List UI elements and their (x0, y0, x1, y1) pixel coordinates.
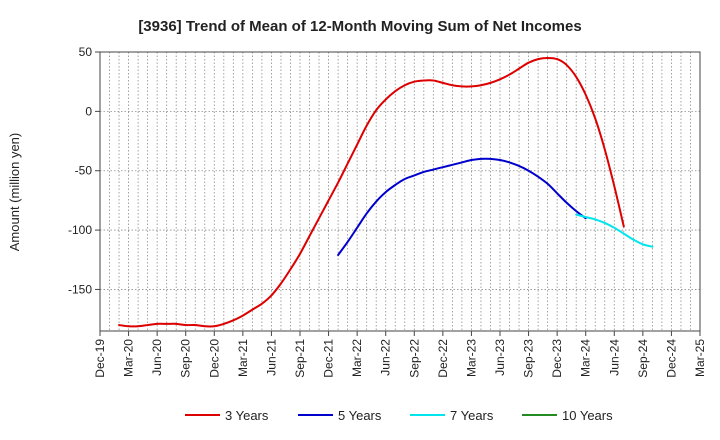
x-tick-label: Mar-23 (464, 339, 478, 377)
x-tick-label: Jun-20 (150, 339, 164, 376)
x-tick-label: Dec-20 (207, 339, 221, 378)
plot-frame (99, 51, 701, 332)
x-tick-label: Dec-24 (664, 339, 678, 378)
x-tick-label: Mar-25 (693, 339, 707, 377)
legend-label: 3 Years (225, 408, 269, 423)
legend-label: 5 Years (338, 408, 382, 423)
legend-label: 7 Years (450, 408, 494, 423)
x-tick-label: Jun-22 (379, 339, 393, 376)
legend-item-10-years: 10 Years (522, 408, 613, 423)
x-tick-label: Mar-20 (122, 339, 136, 377)
x-tick-label: Jun-23 (493, 339, 507, 376)
x-tick-label: Mar-24 (579, 339, 593, 377)
x-tick-label: Jun-24 (607, 339, 621, 376)
y-tick-label: -50 (75, 164, 93, 178)
legend: 3 Years 5 Years 7 Years 10 Years (185, 408, 613, 423)
plot-background (100, 52, 700, 331)
x-tick-label: Sep-23 (522, 339, 536, 378)
x-tick-label: Sep-21 (293, 339, 307, 378)
series-line-7-years (575, 213, 654, 248)
x-tick-label: Sep-22 (407, 339, 421, 378)
x-tick-label: Dec-21 (322, 339, 336, 378)
x-tick-label: Dec-23 (550, 339, 564, 378)
x-tick-label: Jun-21 (264, 339, 278, 376)
series-line-5-years (337, 157, 587, 257)
legend-item-3-years: 3 Years (185, 408, 269, 423)
x-tick-label: Sep-24 (636, 339, 650, 378)
chart-title: [3936] Trend of Mean of 12-Month Moving … (138, 18, 581, 35)
x-tick-label: Dec-19 (93, 339, 107, 378)
y-tick-label: 50 (79, 45, 93, 59)
legend-item-7-years: 7 Years (410, 408, 494, 423)
y-tick-label: 0 (85, 104, 92, 118)
x-tick-label: Dec-22 (436, 339, 450, 378)
legend-label: 10 Years (562, 408, 613, 423)
y-axis-label: Amount (million yen) (7, 133, 22, 252)
x-tick-label: Mar-22 (350, 339, 364, 377)
series-line-3-years (118, 56, 625, 328)
y-tick-label: -100 (68, 223, 92, 237)
y-tick-label: -150 (68, 282, 92, 296)
legend-item-5-years: 5 Years (298, 408, 382, 423)
x-tick-label: Sep-20 (179, 339, 193, 378)
plot-area: 50 0 -50 -100 -150 Dec-19 Mar-20 Jun-20 Sep-20 De… (68, 45, 707, 378)
x-tick-label: Mar-21 (236, 339, 250, 377)
